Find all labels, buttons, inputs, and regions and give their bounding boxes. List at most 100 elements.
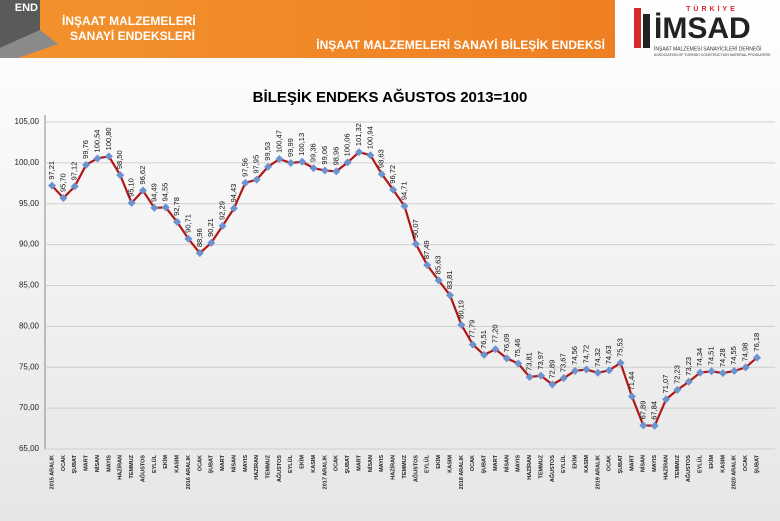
x-tick-label: OCAK [470, 455, 476, 471]
data-point [309, 164, 318, 173]
data-point [400, 202, 409, 211]
data-label: 88,96 [195, 228, 204, 247]
x-tick-label: AĞUSTOS [548, 455, 556, 482]
data-point [502, 354, 511, 363]
data-label: 98,63 [377, 149, 386, 168]
data-point [582, 365, 591, 374]
data-point [434, 276, 443, 285]
data-point [184, 234, 193, 243]
data-point [116, 171, 125, 180]
logo-top: TÜRKİYE [686, 4, 738, 13]
data-point [468, 340, 477, 349]
x-tick-label: AĞUSTOS [275, 455, 283, 482]
data-label: 97,56 [240, 158, 249, 177]
data-point [252, 175, 261, 184]
data-label: 80,19 [456, 300, 465, 319]
data-label: 97,12 [70, 162, 79, 181]
x-tick-label: AĞUSTOS [138, 455, 146, 482]
data-point [491, 345, 500, 354]
data-point [229, 204, 238, 213]
data-label: 94,55 [161, 183, 170, 202]
x-tick-label: 2015 ARALIK [49, 455, 55, 489]
data-point [70, 182, 79, 191]
data-label: 74,32 [593, 348, 602, 367]
data-point [150, 203, 159, 212]
data-label: 90,21 [206, 218, 215, 237]
data-label: 74,34 [695, 348, 704, 367]
data-point [241, 178, 250, 187]
x-tick-label: ŞUBAT [482, 454, 488, 473]
x-tick-label: TEMMUZ [675, 454, 681, 478]
data-label: 87,49 [422, 240, 431, 259]
x-tick-label: OCAK [607, 455, 613, 471]
data-point [480, 350, 489, 359]
x-tick-label: EYLÜL [151, 454, 158, 473]
data-label: 100,06 [343, 133, 352, 156]
data-label: 76,51 [479, 330, 488, 349]
x-tick-label: OCAK [743, 455, 749, 471]
data-point [514, 359, 523, 368]
data-point [264, 162, 273, 171]
x-tick-label: TEMMUZ [129, 454, 135, 478]
data-label: 74,28 [718, 348, 727, 367]
data-point [445, 291, 454, 300]
x-tick-label: KASIM [311, 455, 317, 473]
data-label: 67,84 [650, 401, 659, 420]
x-tick-label: MART [84, 454, 90, 471]
x-tick-label: TEMMUZ [266, 454, 272, 478]
data-label: 100,54 [92, 130, 101, 153]
data-point [195, 249, 204, 258]
data-point [59, 194, 68, 203]
data-label: 100,13 [297, 133, 306, 156]
y-tick-label: 100,00 [15, 158, 40, 167]
data-point [662, 395, 671, 404]
x-tick-label: HAZİRAN [253, 455, 260, 480]
data-point [320, 166, 329, 175]
corner-shade [0, 30, 58, 58]
data-label: 94,43 [229, 184, 238, 203]
data-point [696, 368, 705, 377]
y-tick-label: 85,00 [19, 281, 40, 290]
data-label: 99,53 [263, 142, 272, 161]
data-point [548, 380, 557, 389]
y-tick-label: 90,00 [19, 240, 40, 249]
y-tick-label: 75,00 [19, 362, 40, 371]
data-point [355, 148, 364, 157]
data-point [616, 358, 625, 367]
x-tick-label: MAYIS [379, 455, 385, 472]
x-tick-label: EYLÜL [424, 454, 431, 473]
logo-bar [634, 8, 641, 48]
data-label: 90,71 [183, 214, 192, 233]
main-title: İNŞAAT MALZEMELERİ SANAYİ BİLEŞİK ENDEKS… [316, 37, 605, 52]
data-label: 100,47 [274, 130, 283, 153]
data-label: 74,51 [707, 346, 716, 365]
data-label: 85,63 [434, 256, 443, 275]
data-point [332, 167, 341, 176]
x-tick-label: HAZİRAN [117, 455, 124, 480]
header-band [0, 0, 615, 58]
x-tick-label: MART [493, 454, 499, 471]
data-label: 73,23 [684, 357, 693, 376]
x-tick-label: EKİM [162, 455, 169, 469]
data-label: 74,72 [581, 345, 590, 364]
data-label: 76,09 [502, 334, 511, 353]
data-label: 74,63 [604, 345, 613, 364]
corner-text: END [15, 2, 38, 14]
x-tick-label: EKİM [708, 455, 715, 469]
x-tick-label: MAYIS [243, 455, 249, 472]
data-label: 76,18 [752, 333, 761, 352]
x-tick-label: NİSAN [640, 455, 647, 472]
data-label: 99,99 [286, 138, 295, 157]
data-label: 99,36 [309, 143, 318, 162]
y-tick-label: 80,00 [19, 321, 40, 330]
data-point [684, 377, 693, 386]
corner-box [0, 0, 40, 48]
data-label: 100,80 [104, 127, 113, 150]
x-tick-label: HAZİRAN [662, 455, 669, 480]
data-point [423, 261, 432, 270]
data-point [673, 385, 682, 394]
data-label: 72,89 [547, 360, 556, 379]
x-tick-label: 2019 ARALIK [595, 455, 601, 489]
data-point [718, 369, 727, 378]
data-label: 74,55 [729, 346, 738, 365]
